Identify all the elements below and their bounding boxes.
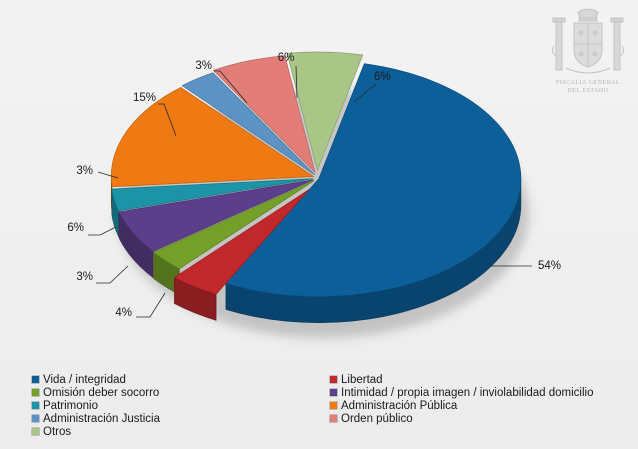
legend-label: Libertad (341, 373, 383, 386)
leader-line-2 (96, 265, 129, 284)
legend-swatch (32, 402, 39, 409)
legend-swatch (32, 376, 39, 383)
legend-label: Otros (43, 425, 72, 438)
legend-item: Administración Pública (330, 399, 457, 412)
legend-item: Otros (32, 425, 71, 438)
coat-of-arms-icon (548, 6, 628, 100)
leader-line-6 (214, 70, 248, 104)
legend-swatch (330, 376, 337, 383)
legend-item: Orden público (330, 412, 413, 425)
slice-3 (118, 179, 314, 252)
slice-1 (173, 189, 310, 295)
legend-item: Administración Justicia (32, 412, 160, 425)
legend-swatch (330, 389, 337, 396)
legend-label: Omisión deber socorro (43, 386, 160, 399)
leader-line-5 (158, 103, 177, 137)
data-label-4: 3% (76, 165, 93, 177)
legend-swatch (32, 428, 39, 435)
legend-swatch (32, 415, 39, 422)
data-label-2: 3% (76, 271, 93, 283)
pie-svg: 54% 4% 3% 6% 3% 15% 3% 6% 6% (67, 51, 561, 338)
slice-5 (110, 87, 315, 188)
legend-label: Orden público (341, 412, 413, 425)
slice-2 (152, 180, 315, 270)
legend-item: Omisión deber socorro (32, 386, 159, 399)
emblem-line-1: FISCALIA GENERAL (555, 80, 621, 86)
legend-item: Libertad (330, 373, 383, 386)
leader-line-7 (295, 65, 298, 99)
slice-8 (286, 51, 364, 172)
data-label-7: 6% (278, 52, 295, 64)
slice-4 (111, 178, 314, 212)
leader-line-1 (136, 292, 166, 318)
leader-line-8 (353, 83, 377, 103)
data-label-8: 6% (374, 71, 391, 83)
legend-swatch (32, 389, 39, 396)
legend-item: Intimidad / propia imagen / inviolabilid… (330, 386, 594, 399)
legend-label: Patrimonio (43, 399, 98, 412)
legend-swatch (330, 415, 337, 422)
legend-label: Administración Justicia (43, 412, 160, 425)
data-label-5: 15% (133, 92, 156, 104)
slice-6 (181, 72, 315, 176)
leader-line-4 (97, 171, 119, 179)
leader-line-3 (88, 226, 117, 236)
legend-item: Vida / integridad (32, 373, 126, 386)
legend-label: Vida / integridad (43, 373, 126, 386)
data-label-0: 54% (538, 260, 561, 272)
data-label-3: 6% (67, 222, 84, 234)
emblem-line-2: DEL ESTADO (567, 88, 609, 94)
legend-item: Patrimonio (32, 399, 98, 412)
slice-7 (212, 55, 316, 174)
data-label-6: 3% (195, 60, 212, 72)
legend-swatch (330, 402, 337, 409)
data-label-1: 4% (115, 307, 132, 319)
legend-label: Administración Pública (341, 399, 458, 412)
slice-0 (225, 63, 522, 298)
legend-label: Intimidad / propia imagen / inviolabilid… (341, 386, 594, 399)
